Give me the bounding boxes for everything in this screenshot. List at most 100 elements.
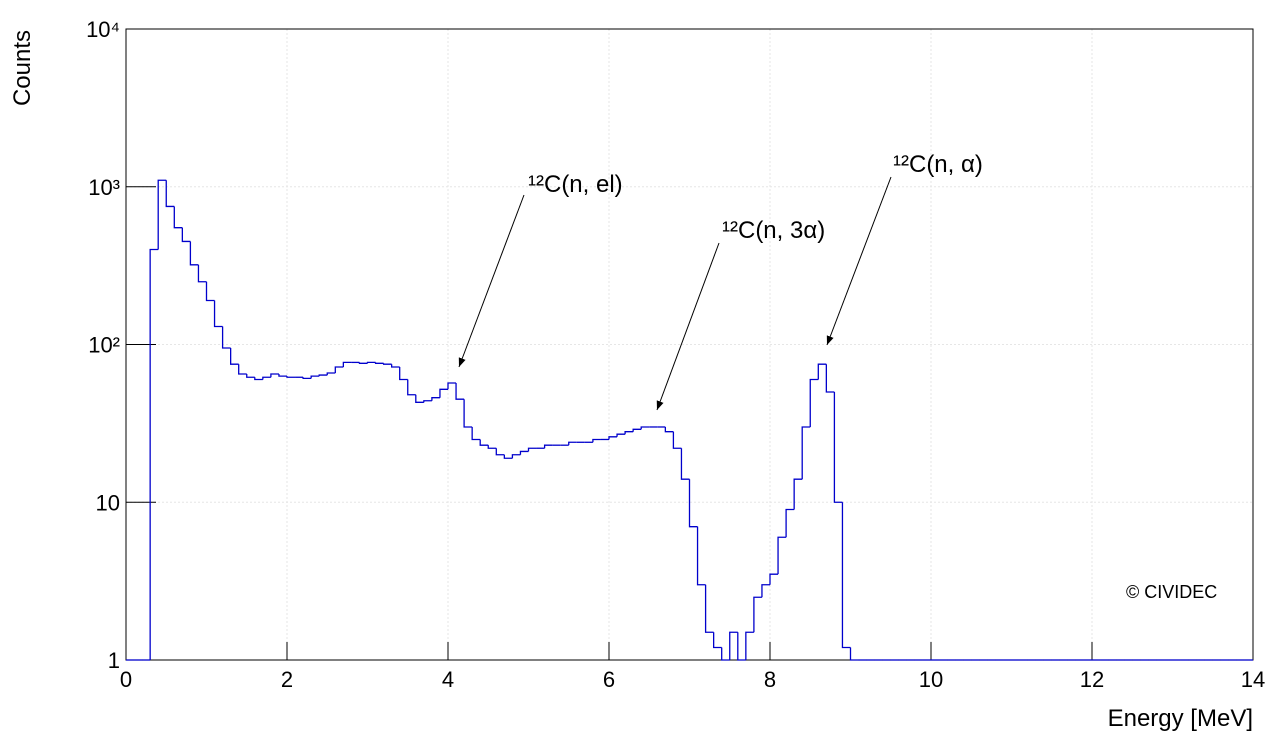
histogram-bin (471, 426, 481, 441)
x-tick-label: 0 (120, 667, 132, 692)
x-tick-label: 8 (764, 667, 776, 692)
annotation: ¹²C(n, el) (528, 171, 623, 198)
histogram-bin (399, 367, 408, 381)
histogram-bin (624, 431, 634, 435)
histogram-bin (672, 431, 682, 449)
histogram-bin (745, 631, 754, 660)
histogram-bin (254, 377, 263, 381)
histogram-bin (189, 241, 199, 266)
annotation-arrow (656, 242, 720, 411)
y-tick-label: 10⁴ (86, 17, 120, 42)
x-tick-label: 14 (1241, 667, 1265, 692)
histogram-bin (841, 502, 851, 649)
histogram-bin (568, 441, 577, 446)
histogram-bin (825, 364, 835, 393)
histogram-bin (221, 326, 231, 349)
annotation: ¹²C(n, 3α) (722, 217, 825, 244)
histogram-bin (511, 454, 521, 459)
histogram-bin (230, 348, 239, 365)
histogram-bin (801, 426, 811, 480)
histogram-bin (785, 508, 795, 538)
histogram-bin (463, 399, 473, 428)
histogram-bin (415, 394, 424, 403)
histogram-bin (753, 596, 762, 633)
histogram-bin (704, 584, 714, 633)
x-axis-label: Energy [MeV] (1108, 705, 1253, 732)
histogram-bin (849, 647, 859, 661)
y-axis-label: Counts (9, 30, 36, 106)
x-tick-label: 10 (919, 667, 943, 692)
histogram-bin (181, 227, 191, 243)
histogram-bin (157, 179, 167, 250)
histogram-bin (431, 397, 440, 401)
histogram-bin (423, 400, 432, 403)
annotation-arrow (826, 176, 892, 346)
histogram-bin (833, 391, 843, 503)
annotation: © CIVIDEC (1126, 582, 1217, 602)
histogram-bin (688, 479, 698, 528)
histogram-bin (246, 374, 255, 378)
histogram-bin (447, 382, 457, 390)
histogram-bin (817, 363, 827, 380)
y-tick-label: 10 (96, 490, 120, 515)
histogram-bin (777, 536, 787, 575)
histogram-bin (503, 454, 513, 459)
histogram-bin (455, 383, 465, 400)
plot-frame (125, 28, 1254, 661)
annotation: ¹²C(n, α) (893, 151, 983, 178)
histogram-bin (197, 264, 207, 283)
histogram-bin (608, 436, 618, 440)
histogram-bin (262, 376, 271, 380)
histogram-bin (334, 366, 344, 373)
histogram-bin (592, 438, 601, 443)
y-tick-label: 10³ (88, 175, 120, 200)
y-tick-label: 1 (108, 648, 120, 673)
histogram-bin (213, 300, 223, 328)
x-tick-label: 6 (603, 667, 615, 692)
histogram-bin (342, 361, 352, 368)
histogram-bin (238, 364, 247, 375)
annotation-arrow (458, 194, 525, 368)
histogram-bin (495, 448, 505, 456)
histogram-bin (286, 376, 296, 378)
histogram-bin (358, 362, 368, 364)
histogram-bin (696, 526, 706, 586)
histogram-bin (407, 379, 416, 396)
histogram-bin (270, 373, 279, 378)
histogram-bin (382, 363, 392, 365)
histogram-bin (278, 374, 287, 377)
histogram-bin (391, 364, 400, 368)
histogram-bin (543, 444, 553, 449)
x-tick-label: 12 (1080, 667, 1104, 692)
x-tick-label: 2 (281, 667, 293, 692)
histogram-bin (326, 372, 336, 376)
histogram-bin (737, 632, 746, 661)
histogram-bin (165, 180, 175, 208)
histogram-bin (302, 377, 312, 380)
histogram-bin (769, 573, 779, 585)
histogram-bin (809, 378, 819, 427)
histogram-bin (479, 439, 489, 446)
histogram-bin (527, 447, 537, 452)
histogram-bin (729, 631, 738, 660)
histogram-bin (616, 433, 626, 437)
histogram-bin (664, 426, 674, 433)
histogram-bin (173, 206, 183, 229)
histogram-bin (761, 584, 770, 598)
y-tick-label: 10² (88, 333, 120, 358)
x-tick-label: 4 (442, 667, 454, 692)
histogram-bin (310, 375, 320, 379)
histogram-bin (149, 248, 159, 660)
histogram-bin (318, 374, 328, 377)
histogram-bin (713, 632, 722, 649)
histogram-bin (640, 426, 650, 430)
histogram-bin (632, 428, 642, 432)
histogram-bin (519, 450, 529, 455)
histogram-bin (721, 647, 730, 661)
histogram-bin (487, 445, 497, 449)
histogram-bin (439, 388, 448, 398)
histogram-bin (680, 448, 690, 480)
histogram-bin (374, 362, 384, 364)
histogram-bin (205, 281, 215, 302)
